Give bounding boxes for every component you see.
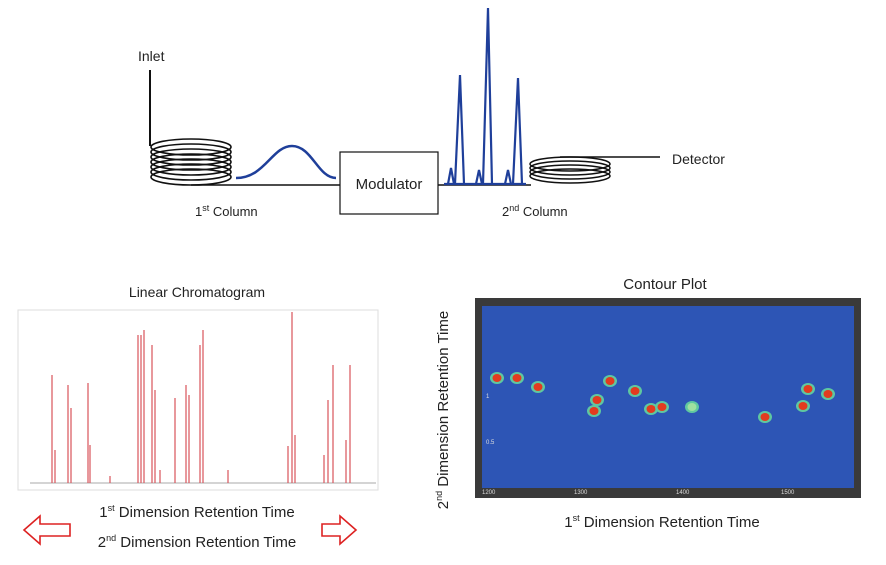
ordinal: 2 — [502, 204, 509, 219]
second-column-label: 2nd Column — [502, 203, 568, 219]
contour-x-tick: 1300 — [574, 490, 588, 496]
modulated-peaks — [444, 7, 526, 186]
spot-core — [798, 402, 808, 410]
first-column-coil — [150, 138, 232, 186]
suffix: st — [573, 513, 581, 523]
contour-spots — [490, 372, 835, 423]
spot-core — [657, 403, 667, 411]
second-dimension-label: 2nd Dimension Retention Time — [98, 533, 296, 551]
text: Dimension Retention Time — [580, 514, 760, 531]
spot-core — [492, 374, 502, 382]
text: Column — [519, 204, 567, 219]
first-column-label: 1st Column — [195, 203, 258, 219]
text: Dimension Retention Time — [116, 534, 296, 551]
chromatogram-frame — [17, 309, 379, 491]
suffix: st — [108, 503, 116, 513]
suffix: nd — [509, 203, 519, 213]
spot-core — [803, 385, 813, 393]
modulator-label: Modulator — [356, 176, 423, 193]
spot-core — [760, 413, 770, 421]
spot-core — [630, 387, 640, 395]
spot-core — [646, 405, 656, 413]
spot-core — [512, 374, 522, 382]
broad-peak — [235, 144, 337, 180]
contour-y-label: 2nd Dimension Retention Time — [434, 311, 452, 509]
contour-y-tick: 1 — [486, 394, 490, 400]
text: Dimension Retention Time — [435, 311, 452, 491]
text: Dimension Retention Time — [115, 504, 295, 521]
spot-core — [823, 390, 833, 398]
contour-x-label: 1st Dimension Retention Time — [564, 513, 759, 531]
contour-area — [482, 306, 854, 488]
ordinal: 1 — [564, 514, 572, 531]
spot-core — [605, 377, 615, 385]
detector-label: Detector — [672, 151, 725, 167]
suffix: st — [202, 203, 210, 213]
chromatogram-peaks — [51, 312, 351, 483]
contour-ticks: 1200 1300 1400 1500 1 0.5 — [482, 394, 795, 496]
right-arrow — [321, 514, 358, 546]
ordinal: 1 — [99, 504, 107, 521]
chromatogram-title: Linear Chromatogram — [129, 284, 265, 300]
contour-x-tick: 1400 — [676, 490, 690, 496]
ordinal: 2 — [98, 534, 106, 551]
contour-x-tick: 1500 — [781, 490, 795, 496]
suffix: nd — [434, 491, 444, 501]
first-dimension-label: 1st Dimension Retention Time — [99, 503, 294, 521]
inlet-label: Inlet — [138, 48, 165, 64]
contour-y-tick: 0.5 — [486, 440, 495, 446]
contour-title: Contour Plot — [623, 276, 707, 293]
second-column-coil — [529, 156, 611, 184]
ordinal: 1 — [195, 204, 202, 219]
modulator-box — [339, 151, 439, 215]
spot-core — [592, 396, 602, 404]
left-arrow — [22, 514, 71, 546]
contour-x-tick: 1200 — [482, 490, 496, 496]
spot-core — [687, 403, 697, 411]
spot-core — [533, 383, 543, 391]
spot-core — [589, 407, 599, 415]
text: Column — [209, 204, 257, 219]
suffix: nd — [106, 533, 116, 543]
ordinal: 2 — [435, 501, 452, 509]
